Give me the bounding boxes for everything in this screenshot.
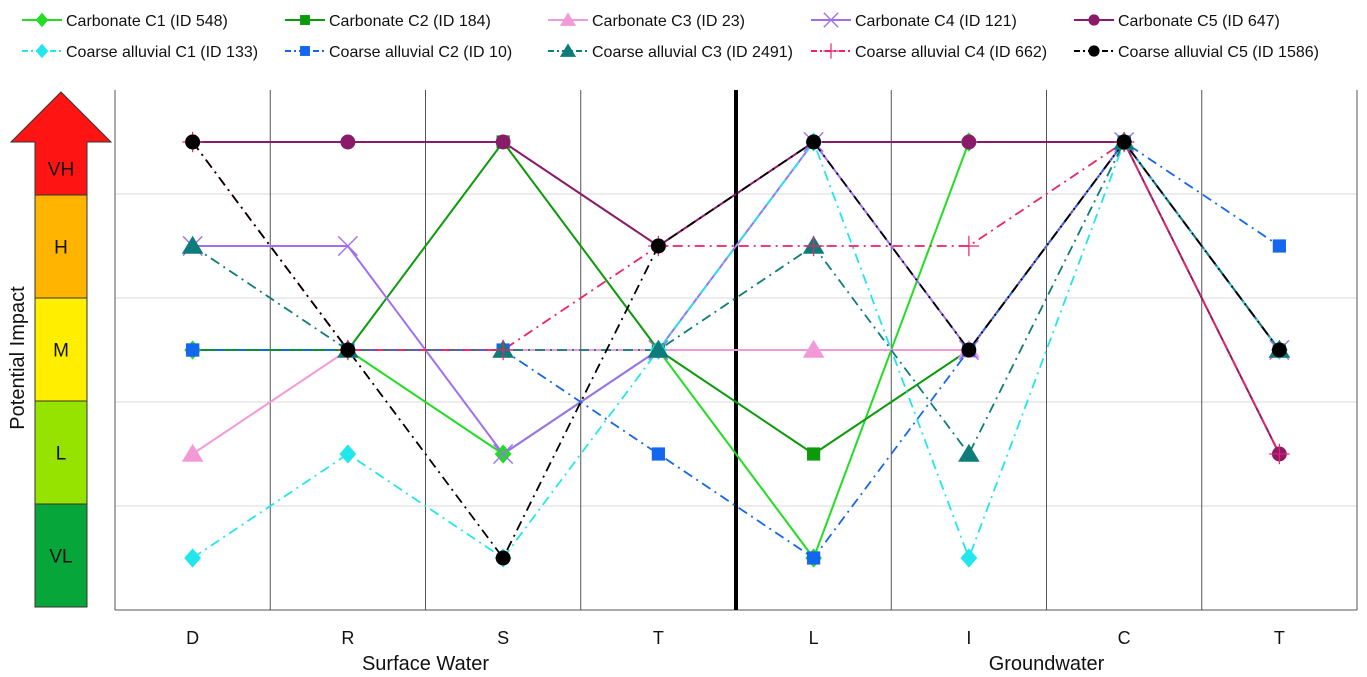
legend-item: Coarse alluvial C1 (ID 133) bbox=[22, 43, 258, 61]
impact-level-h bbox=[34, 194, 88, 299]
legend-marker bbox=[300, 46, 310, 56]
data-point-s10-7 bbox=[1116, 134, 1132, 150]
data-point-s7-5 bbox=[807, 551, 821, 565]
data-point-s8-4 bbox=[647, 339, 670, 358]
legend-label: Coarse alluvial C3 (ID 2491) bbox=[592, 44, 793, 61]
legend-item: Carbonate C2 (ID 184) bbox=[285, 13, 491, 30]
y-axis-label: Potential Impact bbox=[7, 286, 29, 430]
series-line-8 bbox=[192, 140, 1281, 456]
data-point-s2-5 bbox=[807, 447, 821, 461]
legend-marker bbox=[559, 12, 577, 26]
data-point-s9-6 bbox=[958, 235, 980, 257]
legend-item: Carbonate C5 (ID 647) bbox=[1074, 13, 1280, 30]
series-line-7 bbox=[192, 140, 1280, 560]
legend-marker bbox=[823, 12, 839, 28]
data-point-s10-4 bbox=[650, 238, 666, 254]
legend-marker bbox=[35, 43, 49, 59]
legend-item: Carbonate C4 (ID 121) bbox=[811, 12, 1017, 30]
legend-label: Coarse alluvial C2 (ID 10) bbox=[329, 44, 512, 61]
data-point-s10-8 bbox=[1271, 342, 1287, 358]
legend-label: Carbonate C1 (ID 548) bbox=[66, 13, 228, 30]
data-point-s5-3 bbox=[495, 134, 511, 150]
legend-item: Coarse alluvial C4 (ID 662) bbox=[811, 43, 1047, 61]
data-point-s6-6 bbox=[960, 548, 978, 568]
impact-level-vl bbox=[34, 503, 88, 608]
data-point-s10-2 bbox=[340, 342, 356, 358]
x-tick-label: T bbox=[1274, 628, 1285, 648]
data-point-s3-1 bbox=[181, 443, 204, 462]
data-point-s5-6 bbox=[961, 134, 977, 150]
data-point-s7-4 bbox=[651, 447, 665, 461]
x-tick-label: T bbox=[653, 628, 664, 648]
legend-label: Coarse alluvial C5 (ID 1586) bbox=[1118, 44, 1319, 61]
legend: Carbonate C1 (ID 548) Carbonate C2 (ID 18… bbox=[22, 12, 1319, 61]
x-axis: D R S T L I C T Surface Water Groundwater bbox=[186, 628, 1285, 675]
data-point-s9-3 bbox=[492, 339, 514, 361]
x-tick-label: C bbox=[1118, 628, 1131, 648]
data-point-s10-5 bbox=[806, 134, 822, 150]
data-point-s9-8 bbox=[1269, 443, 1290, 465]
data-point-s9-5 bbox=[803, 235, 824, 257]
data-point-s6-1 bbox=[184, 548, 202, 568]
impact-level-m bbox=[34, 297, 88, 402]
legend-marker bbox=[300, 15, 310, 25]
data-point-s8-6 bbox=[958, 443, 980, 462]
legend-marker bbox=[559, 43, 577, 57]
impact-level-label: VL bbox=[49, 547, 72, 568]
data-point-s4-3 bbox=[493, 443, 514, 465]
data-point-s3-5 bbox=[802, 339, 825, 358]
data-point-s10-6 bbox=[961, 342, 977, 358]
data-point-s10-3 bbox=[495, 550, 511, 566]
legend-item: Coarse alluvial C5 (ID 1586) bbox=[1074, 44, 1319, 61]
legend-marker bbox=[1088, 14, 1100, 26]
x-tick-label: S bbox=[497, 628, 509, 648]
legend-label: Carbonate C4 (ID 121) bbox=[855, 13, 1017, 30]
legend-marker bbox=[1088, 45, 1100, 57]
x-tick-label: D bbox=[186, 628, 199, 648]
x-tick-label: I bbox=[966, 628, 971, 648]
series-line-10 bbox=[191, 140, 1281, 560]
data-point-s4-2 bbox=[337, 235, 358, 257]
data-point-s7-1 bbox=[186, 343, 200, 357]
legend-item: Carbonate C3 (ID 23) bbox=[548, 12, 745, 30]
legend-marker bbox=[35, 12, 49, 28]
x-tick-label: R bbox=[341, 628, 354, 648]
plot-area bbox=[114, 90, 1358, 611]
impact-level-label: L bbox=[56, 444, 67, 465]
legend-item: Coarse alluvial C3 (ID 2491) bbox=[548, 43, 793, 61]
x-tick-label: L bbox=[809, 628, 819, 648]
legend-item: Coarse alluvial C2 (ID 10) bbox=[285, 44, 512, 61]
data-point-s6-2 bbox=[339, 444, 357, 464]
legend-item: Carbonate C1 (ID 548) bbox=[22, 12, 228, 30]
legend-label: Coarse alluvial C1 (ID 133) bbox=[66, 44, 258, 61]
impact-scale-arrow: VH VL L M H bbox=[9, 91, 113, 608]
legend-label: Carbonate C3 (ID 23) bbox=[592, 13, 745, 30]
legend-marker bbox=[823, 43, 839, 59]
x-group-label: Groundwater bbox=[989, 653, 1105, 675]
series-line-6 bbox=[192, 140, 1281, 561]
data-point-s5-2 bbox=[340, 134, 356, 150]
legend-label: Coarse alluvial C4 (ID 662) bbox=[855, 44, 1047, 61]
legend-label: Carbonate C2 (ID 184) bbox=[329, 13, 491, 30]
data-point-s8-1 bbox=[181, 235, 204, 254]
data-point-s7-8 bbox=[1272, 239, 1286, 253]
impact-level-label: VH bbox=[48, 160, 74, 181]
impact-level-label: M bbox=[53, 341, 69, 362]
legend-label: Carbonate C5 (ID 647) bbox=[1118, 13, 1280, 30]
data-point-s10-1 bbox=[185, 134, 201, 150]
x-group-label: Surface Water bbox=[362, 653, 489, 675]
impact-level-label: H bbox=[54, 238, 68, 259]
impact-level-l bbox=[34, 400, 88, 505]
